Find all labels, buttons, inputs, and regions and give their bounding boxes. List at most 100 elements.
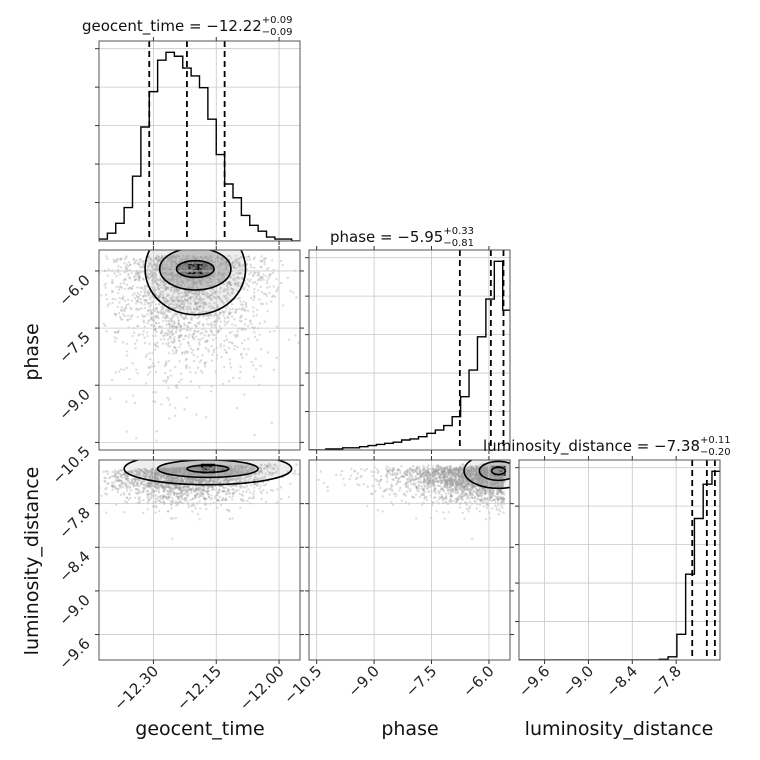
sample-point (210, 385, 213, 388)
sample-point (455, 468, 458, 471)
sample-point (219, 287, 222, 291)
sample-point (162, 262, 165, 266)
sample-point (193, 478, 197, 481)
sample-point (234, 311, 238, 314)
sample-point (185, 498, 188, 502)
sample-point (489, 497, 492, 500)
sample-point (161, 296, 165, 300)
sample-point (254, 482, 257, 485)
sample-point (201, 315, 205, 318)
sample-point (186, 472, 190, 475)
sample-point (166, 469, 169, 472)
sample-point (148, 272, 152, 275)
sample-point (223, 474, 226, 477)
sample-point (179, 260, 182, 264)
sample-point (205, 318, 208, 321)
sample-point (190, 481, 194, 485)
sample-point (177, 472, 180, 475)
sample-point (172, 477, 176, 480)
sample-point (129, 489, 133, 492)
sample-point (141, 486, 145, 490)
sample-point (146, 294, 149, 297)
sample-point (220, 274, 224, 278)
sample-point (206, 466, 210, 469)
sample-point (207, 265, 211, 268)
sample-point (153, 473, 157, 477)
sample-point (113, 472, 117, 476)
sample-point (207, 280, 210, 283)
sample-point (189, 477, 192, 480)
sample-point (231, 307, 234, 311)
sample-point (206, 271, 210, 274)
sample-point (478, 488, 482, 491)
sample-point (167, 478, 170, 482)
sample-point (178, 495, 181, 498)
sample-point (166, 469, 169, 473)
sample-point (206, 469, 210, 472)
sample-point (233, 333, 236, 337)
sample-point (198, 343, 201, 346)
sample-point (240, 477, 244, 480)
sample-point (180, 490, 184, 493)
sample-point (193, 263, 196, 266)
sample-point (142, 471, 145, 474)
sample-point (230, 478, 234, 482)
sample-point (164, 272, 167, 276)
sample-point (501, 477, 504, 480)
sample-point (180, 491, 184, 495)
sample-point (169, 480, 172, 483)
sample-point (244, 466, 247, 469)
sample-point (483, 483, 486, 487)
sample-point (154, 334, 157, 337)
sample-point (167, 352, 171, 355)
sample-point (190, 280, 193, 283)
sample-point (154, 266, 157, 269)
sample-point (187, 342, 190, 345)
sample-point (227, 282, 231, 285)
sample-point (181, 480, 184, 484)
sample-point (168, 272, 171, 276)
sample-point (268, 285, 271, 288)
sample-point (428, 490, 432, 493)
sample-point (178, 288, 181, 291)
sample-point (167, 333, 170, 336)
sample-point (178, 304, 181, 307)
sample-point (165, 287, 169, 290)
sample-point (191, 295, 195, 299)
sample-point (245, 465, 248, 469)
sample-point (180, 324, 183, 327)
sample-point (212, 348, 216, 352)
sample-point (157, 258, 160, 262)
sample-point (148, 485, 151, 488)
sample-point (253, 256, 256, 259)
sample-point (216, 472, 220, 475)
sample-point (202, 305, 206, 309)
sample-point (127, 477, 130, 480)
sample-point (119, 257, 122, 260)
sample-point (127, 470, 130, 473)
sample-point (416, 488, 419, 492)
sample-point (466, 472, 469, 475)
sample-point (180, 264, 183, 267)
sample-point (146, 484, 150, 487)
sample-point (230, 477, 233, 480)
sample-point (494, 475, 497, 478)
sample-point (256, 271, 260, 274)
sample-point (170, 317, 173, 320)
sample-point (236, 477, 239, 480)
sample-point (193, 477, 197, 480)
sample-point (194, 257, 197, 260)
sample-point (166, 475, 170, 478)
sample-point (113, 312, 117, 316)
sample-point (168, 255, 171, 258)
sample-point (149, 261, 152, 265)
sample-point (238, 284, 242, 288)
sample-point (212, 480, 215, 484)
sample-point (188, 333, 191, 336)
sample-point (164, 468, 167, 471)
sample-point (239, 353, 243, 357)
sample-point (213, 488, 216, 492)
sample-point (137, 490, 140, 493)
sample-point (87, 472, 89, 474)
sample-point (492, 498, 495, 502)
